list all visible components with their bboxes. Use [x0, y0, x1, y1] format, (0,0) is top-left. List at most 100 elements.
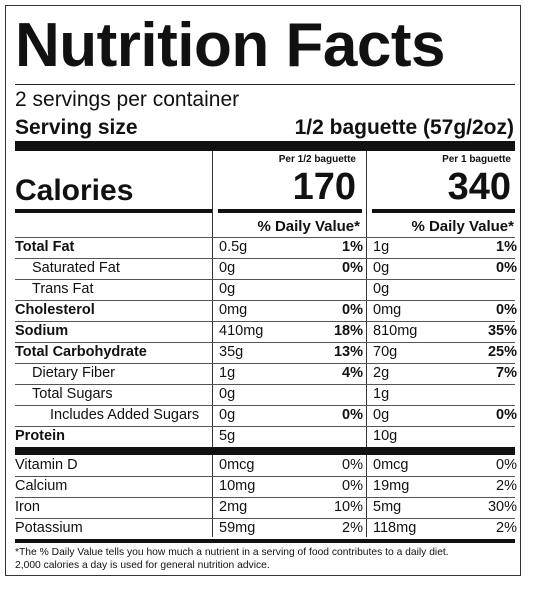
amount-half: 0mcg: [219, 457, 255, 473]
amount-half: 1g: [219, 365, 236, 381]
amount-whole: 10g: [373, 428, 398, 444]
footnote-line-1: *The % Daily Value tells you how much a …: [15, 547, 449, 558]
dv-whole: 30%: [487, 499, 517, 515]
calories-rule-right: [372, 209, 515, 213]
dv-half: 0%: [342, 478, 363, 494]
amount-whole: 1g: [373, 386, 390, 402]
dv-half: 18%: [333, 323, 363, 339]
amount-half: 59mg: [219, 520, 256, 536]
dv-half: 0%: [342, 407, 363, 423]
nutrient-name: Saturated Fat: [32, 260, 120, 276]
vitamins-thick-rule: [15, 447, 515, 455]
amount-whole: 0mg: [373, 302, 402, 318]
calories-label: Calories: [15, 174, 134, 207]
vitamin-name: Iron: [15, 499, 40, 515]
dv-whole: 25%: [487, 344, 517, 360]
column-header-whole: Per 1 baguette: [442, 154, 511, 165]
row-divider: [15, 300, 515, 301]
dv-half: 2%: [342, 520, 363, 536]
dv-half: 4%: [342, 365, 363, 381]
nutrient-name: Includes Added Sugars: [50, 407, 200, 423]
amount-half: 35g: [219, 344, 244, 360]
footnote-line-2: 2,000 calories a day is used for general…: [15, 560, 270, 571]
dv-whole: 1%: [496, 239, 517, 255]
amount-whole: 0g: [373, 281, 390, 297]
vitamin-name: Vitamin D: [15, 457, 78, 473]
footnote-rule: [15, 539, 515, 543]
dv-whole: 0%: [496, 302, 517, 318]
dv-whole: 0%: [496, 407, 517, 423]
row-divider: [15, 426, 515, 427]
label-title: Nutrition Facts: [15, 11, 445, 80]
calories-rule-mid: [218, 209, 362, 213]
dv-half: 13%: [333, 344, 363, 360]
amount-whole: 118mg: [373, 520, 417, 536]
vitamin-name: Calcium: [15, 478, 68, 494]
nutrient-row-cholesterol: Cholesterol 0mg 0% 0mg 0%: [6, 300, 535, 321]
nutrient-row-total-sugars: Total Sugars 0g 1g: [6, 384, 535, 405]
amount-half: 0g: [219, 407, 236, 423]
nutrient-row-saturated-fat: Saturated Fat 0g 0% 0g 0%: [6, 258, 535, 279]
nutrient-name: Total Carbohydrate: [15, 344, 147, 360]
calories-half: 170: [292, 166, 356, 208]
nutrient-row-dietary-fiber: Dietary Fiber 1g 4% 2g 7%: [6, 363, 535, 384]
amount-whole: 2g: [373, 365, 390, 381]
vitamin-row-potassium: Potassium 59mg 2% 118mg 2%: [6, 518, 535, 539]
amount-whole: 810mg: [373, 323, 418, 339]
dv-half: 0%: [342, 260, 363, 276]
amount-half: 5g: [219, 428, 236, 444]
nutrition-label: Nutrition Facts 2 servings per container…: [5, 5, 521, 576]
nutrient-row-protein: Protein 5g 10g: [6, 426, 535, 447]
amount-half: 0g: [219, 281, 236, 297]
row-divider: [15, 342, 515, 343]
column-divider-2: [366, 151, 367, 537]
vitamin-row-calcium: Calcium 10mg 0% 19mg 2%: [6, 476, 535, 497]
amount-whole: 0g: [373, 260, 390, 276]
calories-whole: 340: [447, 166, 511, 208]
nutrient-name: Total Sugars: [32, 386, 113, 402]
dv-whole: 2%: [496, 478, 517, 494]
amount-whole: 0g: [373, 407, 390, 423]
nutrient-name: Total Fat: [15, 239, 75, 255]
nutrient-name: Trans Fat: [32, 281, 94, 297]
vitamin-name: Potassium: [15, 520, 83, 536]
row-divider: [15, 384, 515, 385]
dv-half: 1%: [342, 239, 363, 255]
dv-whole: 0%: [496, 457, 517, 473]
footnote: *The % Daily Value tells you how much a …: [15, 546, 515, 572]
amount-whole: 5mg: [373, 499, 402, 515]
amount-half: 2mg: [219, 499, 248, 515]
amount-half: 0g: [219, 260, 236, 276]
dv-whole: 35%: [487, 323, 517, 339]
title-rule: [15, 84, 515, 85]
row-divider: [15, 279, 515, 280]
nutrient-row-added-sugars: Includes Added Sugars 0g 0% 0g 0%: [6, 405, 535, 426]
nutrient-name: Dietary Fiber: [32, 365, 115, 381]
nutrient-name: Cholesterol: [15, 302, 95, 318]
nutrient-row-trans-fat: Trans Fat 0g 0g: [6, 279, 535, 300]
vitamin-row-vitamin-d: Vitamin D 0mcg 0% 0mcg 0%: [6, 455, 535, 476]
nutrient-name: Sodium: [15, 323, 69, 339]
row-divider: [15, 363, 515, 364]
amount-whole: 0mcg: [373, 457, 409, 473]
row-divider: [15, 476, 515, 477]
amount-half: 0mg: [219, 302, 248, 318]
amount-half: 0.5g: [219, 239, 248, 255]
serving-thick-rule: [15, 141, 515, 151]
amount-whole: 19mg: [373, 478, 410, 494]
nutrient-row-sodium: Sodium 410mg 18% 810mg 35%: [6, 321, 535, 342]
dv-whole: 0%: [496, 260, 517, 276]
row-divider: [15, 518, 515, 519]
column-divider-1: [212, 151, 213, 537]
dv-header-half: % Daily Value*: [257, 218, 360, 235]
dv-half: 0%: [342, 302, 363, 318]
dv-half: 0%: [342, 457, 363, 473]
row-divider: [15, 237, 515, 238]
amount-half: 0g: [219, 386, 236, 402]
calories-rule-left: [15, 209, 212, 213]
serving-size-label: Serving size: [15, 116, 138, 139]
dv-header-whole: % Daily Value*: [411, 218, 514, 235]
dv-half: 10%: [333, 499, 363, 515]
dv-whole: 7%: [496, 365, 517, 381]
servings-per-container: 2 servings per container: [15, 88, 240, 111]
